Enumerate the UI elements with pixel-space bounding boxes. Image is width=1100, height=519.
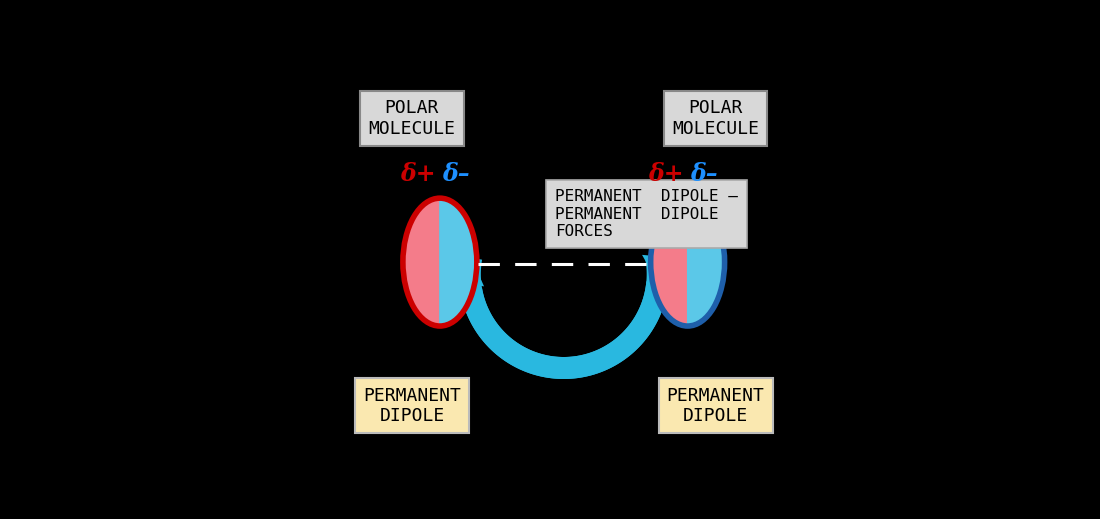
Polygon shape <box>403 198 440 326</box>
Polygon shape <box>450 258 484 286</box>
Text: δ+: δ+ <box>400 162 436 186</box>
Text: POLAR
MOLECULE: POLAR MOLECULE <box>672 99 759 138</box>
Text: PERMANENT
DIPOLE: PERMANENT DIPOLE <box>363 387 461 426</box>
Polygon shape <box>459 256 669 379</box>
Polygon shape <box>688 198 725 326</box>
Text: δ+: δ+ <box>648 162 683 186</box>
Text: PERMANENT  DIPOLE –
PERMANENT  DIPOLE
FORCES: PERMANENT DIPOLE – PERMANENT DIPOLE FORC… <box>556 189 738 239</box>
Text: δ–: δ– <box>442 162 470 186</box>
Polygon shape <box>651 198 688 326</box>
Polygon shape <box>461 281 669 379</box>
Polygon shape <box>642 255 678 282</box>
Text: POLAR
MOLECULE: POLAR MOLECULE <box>368 99 455 138</box>
Polygon shape <box>440 198 476 326</box>
Text: PERMANENT
DIPOLE: PERMANENT DIPOLE <box>667 387 764 426</box>
Text: δ–: δ– <box>690 162 717 186</box>
